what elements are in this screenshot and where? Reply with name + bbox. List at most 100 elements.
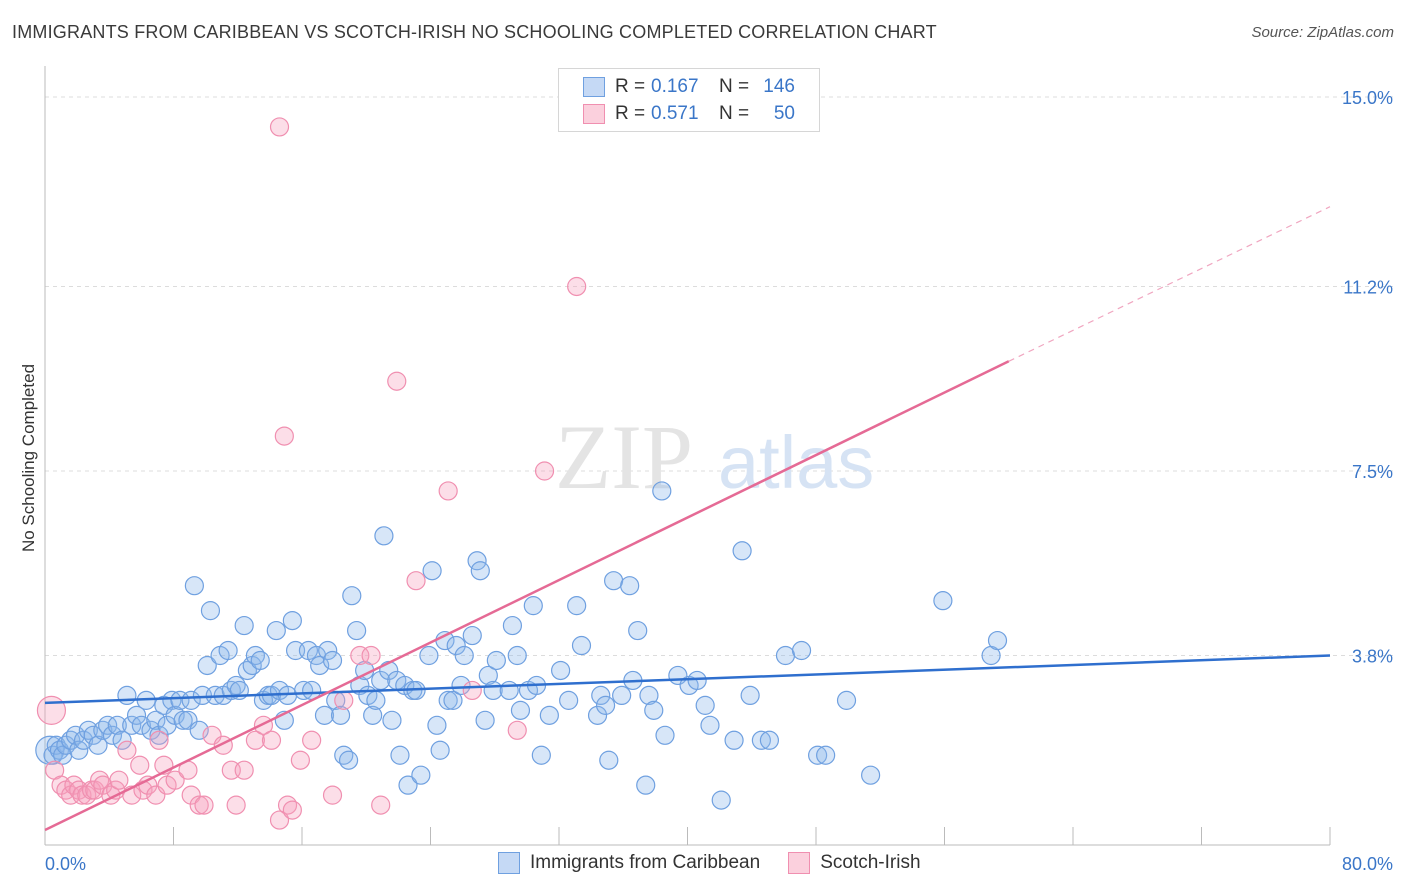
data-point xyxy=(126,705,147,725)
data-point xyxy=(406,571,426,591)
data-point xyxy=(430,740,450,760)
data-point xyxy=(933,591,953,611)
data-point xyxy=(711,790,731,810)
data-point xyxy=(274,426,294,446)
data-point xyxy=(170,690,190,710)
data-point xyxy=(194,795,214,815)
legend-swatch-caribbean xyxy=(583,77,605,97)
y-tick-label: 3.8% xyxy=(1352,647,1393,667)
data-point xyxy=(234,760,254,780)
data-point xyxy=(149,730,169,750)
data-point xyxy=(387,371,407,391)
data-point xyxy=(759,730,780,750)
data-point xyxy=(499,680,519,701)
data-point xyxy=(591,685,611,706)
data-point xyxy=(290,750,310,770)
data-point xyxy=(302,730,322,750)
series-swatch-caribbean xyxy=(498,852,520,874)
data-point xyxy=(314,705,335,725)
data-point xyxy=(462,625,482,646)
data-point xyxy=(620,576,640,596)
y-axis-label: No Schooling Completed xyxy=(19,364,38,552)
data-point xyxy=(261,730,282,750)
data-point xyxy=(571,635,592,656)
legend-n-label: N = xyxy=(719,103,750,124)
data-point xyxy=(226,795,246,815)
data-point xyxy=(639,685,659,706)
data-point xyxy=(334,690,354,710)
data-point xyxy=(462,680,482,701)
data-point xyxy=(636,775,656,795)
legend-row-scotch-irish: R = 0.571 N = 50 xyxy=(583,102,795,126)
data-point xyxy=(363,705,383,725)
data-point xyxy=(162,690,182,710)
data-point xyxy=(486,650,506,671)
series-swatch-scotch-irish xyxy=(788,852,811,874)
data-point xyxy=(165,770,185,790)
legend-n-label: N = xyxy=(719,76,750,97)
data-point xyxy=(173,710,193,730)
data-point xyxy=(234,615,254,636)
trend-line-caribbean xyxy=(44,654,1331,705)
data-point xyxy=(73,730,94,750)
data-point xyxy=(510,700,531,720)
data-point xyxy=(117,685,137,706)
data-point xyxy=(422,561,442,581)
series-label-caribbean: Immigrants from Caribbean xyxy=(530,852,761,873)
data-point xyxy=(109,770,129,790)
data-point xyxy=(189,795,209,815)
data-point xyxy=(200,601,221,621)
x-tick-label: 80.0% xyxy=(1342,854,1393,874)
data-point xyxy=(398,775,418,795)
data-point xyxy=(269,117,290,137)
legend-row-caribbean: R = 0.167 N = 146 xyxy=(583,75,795,99)
data-point xyxy=(107,715,127,735)
legend-r-label: R = xyxy=(615,103,646,124)
series-legend-item-caribbean: Immigrants from Caribbean xyxy=(498,852,760,874)
legend-swatch-scotch-irish xyxy=(583,104,605,124)
data-point xyxy=(366,690,386,710)
data-point xyxy=(700,715,720,735)
data-point xyxy=(382,710,402,730)
legend-n-value: 50 xyxy=(773,103,795,124)
data-point xyxy=(419,645,439,666)
trend-line-scotch-irish xyxy=(44,360,1010,832)
data-point xyxy=(478,665,498,686)
data-point xyxy=(218,640,238,661)
data-point xyxy=(724,730,744,750)
data-point xyxy=(507,720,527,740)
data-point xyxy=(507,645,527,666)
data-point xyxy=(470,561,490,581)
source-credit: Source: ZipAtlas.com xyxy=(1251,24,1394,41)
data-point xyxy=(438,481,458,501)
data-point xyxy=(83,725,103,745)
data-point xyxy=(390,745,410,765)
data-point xyxy=(322,650,343,671)
data-point xyxy=(502,615,523,636)
data-point xyxy=(539,705,559,725)
data-point xyxy=(695,695,715,715)
data-point xyxy=(350,645,370,666)
data-point xyxy=(181,785,201,805)
data-point xyxy=(98,715,118,735)
data-point xyxy=(374,526,394,546)
legend-r-label: R = xyxy=(615,76,646,97)
data-point xyxy=(551,660,571,681)
data-point xyxy=(72,785,92,805)
data-point xyxy=(454,645,474,666)
data-point xyxy=(751,730,771,750)
data-point xyxy=(102,725,123,745)
data-point xyxy=(250,650,270,671)
data-point xyxy=(732,541,752,561)
data-point xyxy=(342,586,362,606)
data-point xyxy=(371,795,391,815)
data-point xyxy=(567,276,587,297)
data-point xyxy=(687,670,707,691)
data-point xyxy=(294,680,314,701)
data-point xyxy=(446,635,466,656)
data-point xyxy=(112,730,132,750)
data-point xyxy=(131,715,151,735)
data-point xyxy=(861,765,881,785)
y-tick-label: 15.0% xyxy=(1342,88,1393,108)
data-point xyxy=(599,750,619,770)
